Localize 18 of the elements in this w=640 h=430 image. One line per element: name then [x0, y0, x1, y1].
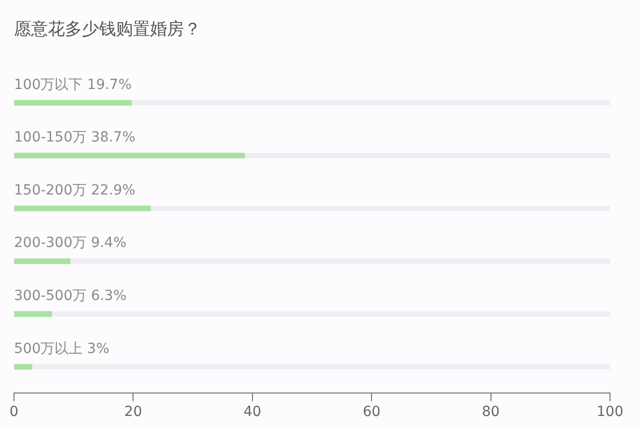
bar [14, 258, 70, 264]
category-label: 150-200万 22.9% [14, 182, 136, 198]
x-tick-label: 80 [482, 404, 500, 420]
bar [14, 311, 52, 317]
category-label: 100-150万 38.7% [14, 130, 136, 146]
x-tick-label: 60 [362, 404, 381, 420]
x-tick-label: 100 [596, 404, 624, 420]
bar [14, 364, 32, 370]
category-label: 500万以上 3% [14, 340, 110, 357]
category-label: 100万以下 19.7% [14, 76, 132, 93]
bar [14, 100, 132, 106]
x-tick-label: 40 [243, 404, 262, 420]
category-label: 200-300万 9.4% [14, 235, 127, 252]
bar [14, 206, 151, 212]
chart-title: 愿意花多少钱购置婚房？ [14, 20, 201, 40]
x-tick-label: 0 [10, 404, 18, 420]
x-tick-label: 20 [124, 404, 142, 420]
category-label: 300-500万 6.3% [14, 288, 127, 304]
